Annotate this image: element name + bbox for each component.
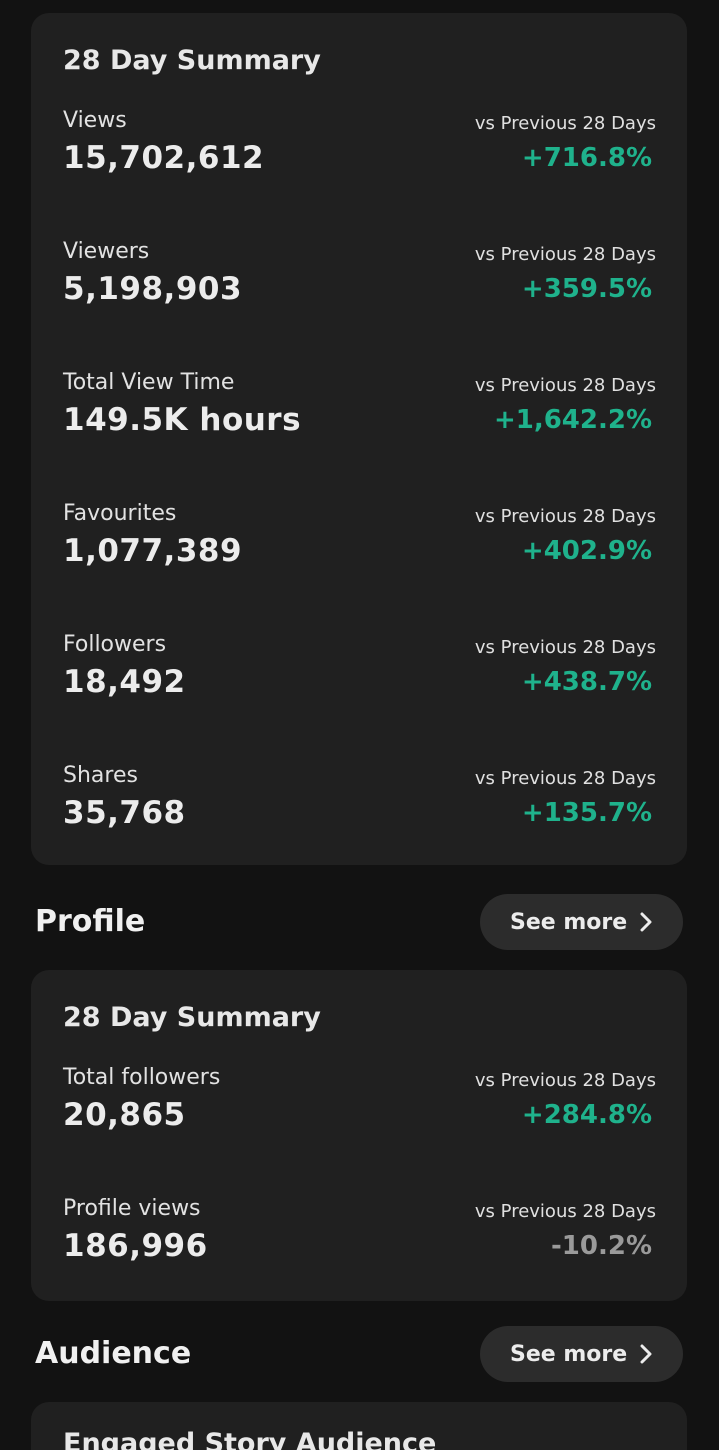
metric-change: +716.8% [521, 143, 652, 173]
metric-profile-views: Profile views 186,996 vs Previous 28 Day… [31, 1196, 687, 1286]
metric-compare-label: vs Previous 28 Days [474, 506, 656, 527]
profile-see-more-button[interactable]: See more [480, 894, 683, 950]
metric-change: +1,642.2% [493, 405, 652, 435]
metric-value: 18,492 [63, 664, 186, 700]
summary-card: 28 Day Summary Views 15,702,612 vs Previ… [31, 13, 687, 865]
metric-compare-label: vs Previous 28 Days [474, 113, 656, 134]
metric-value: 149.5K hours [63, 402, 302, 438]
section-title-audience: Audience [35, 1336, 192, 1371]
section-title-profile: Profile [35, 904, 146, 939]
metric-label: Favourites [63, 501, 177, 526]
metric-change: +359.5% [521, 274, 652, 304]
metric-change: -10.2% [551, 1231, 652, 1261]
audience-card: Engaged Story Audience [31, 1402, 687, 1450]
metric-value: 20,865 [63, 1097, 186, 1133]
metric-compare-label: vs Previous 28 Days [474, 375, 656, 396]
metric-views: Views 15,702,612 vs Previous 28 Days +71… [31, 108, 687, 198]
metric-compare-label: vs Previous 28 Days [474, 637, 656, 658]
metric-value: 186,996 [63, 1228, 208, 1264]
metric-value: 15,702,612 [63, 140, 265, 176]
metric-value: 1,077,389 [63, 533, 243, 569]
metric-value: 35,768 [63, 795, 186, 831]
metric-compare-label: vs Previous 28 Days [474, 1201, 656, 1222]
metric-viewers: Viewers 5,198,903 vs Previous 28 Days +3… [31, 239, 687, 329]
metric-label: Views [63, 108, 127, 133]
audience-section-header: Audience See more [35, 1326, 683, 1382]
metric-label: Viewers [63, 239, 150, 264]
see-more-label: See more [510, 1341, 628, 1367]
metric-label: Profile views [63, 1196, 201, 1221]
see-more-label: See more [510, 909, 628, 935]
metric-label: Total View Time [63, 370, 235, 395]
metric-total-followers: Total followers 20,865 vs Previous 28 Da… [31, 1065, 687, 1155]
metric-value: 5,198,903 [63, 271, 243, 307]
metric-change: +438.7% [521, 667, 652, 697]
metric-label: Total followers [63, 1065, 221, 1090]
metric-compare-label: vs Previous 28 Days [474, 1070, 656, 1091]
metric-change: +135.7% [521, 798, 652, 828]
profile-section-header: Profile See more [35, 894, 683, 950]
chevron-right-icon [640, 912, 652, 932]
metric-followers: Followers 18,492 vs Previous 28 Days +43… [31, 632, 687, 722]
chevron-right-icon [640, 1344, 652, 1364]
card-title: 28 Day Summary [63, 45, 321, 76]
card-title: 28 Day Summary [63, 1002, 321, 1033]
metric-change: +284.8% [521, 1100, 652, 1130]
metric-change: +402.9% [521, 536, 652, 566]
metric-label: Followers [63, 632, 167, 657]
metric-favourites: Favourites 1,077,389 vs Previous 28 Days… [31, 501, 687, 591]
profile-summary-card: 28 Day Summary Total followers 20,865 vs… [31, 970, 687, 1301]
metric-shares: Shares 35,768 vs Previous 28 Days +135.7… [31, 763, 687, 853]
metric-compare-label: vs Previous 28 Days [474, 244, 656, 265]
metric-total-view-time: Total View Time 149.5K hours vs Previous… [31, 370, 687, 460]
card-title: Engaged Story Audience [63, 1428, 437, 1450]
audience-see-more-button[interactable]: See more [480, 1326, 683, 1382]
metric-label: Shares [63, 763, 138, 788]
metric-compare-label: vs Previous 28 Days [474, 768, 656, 789]
